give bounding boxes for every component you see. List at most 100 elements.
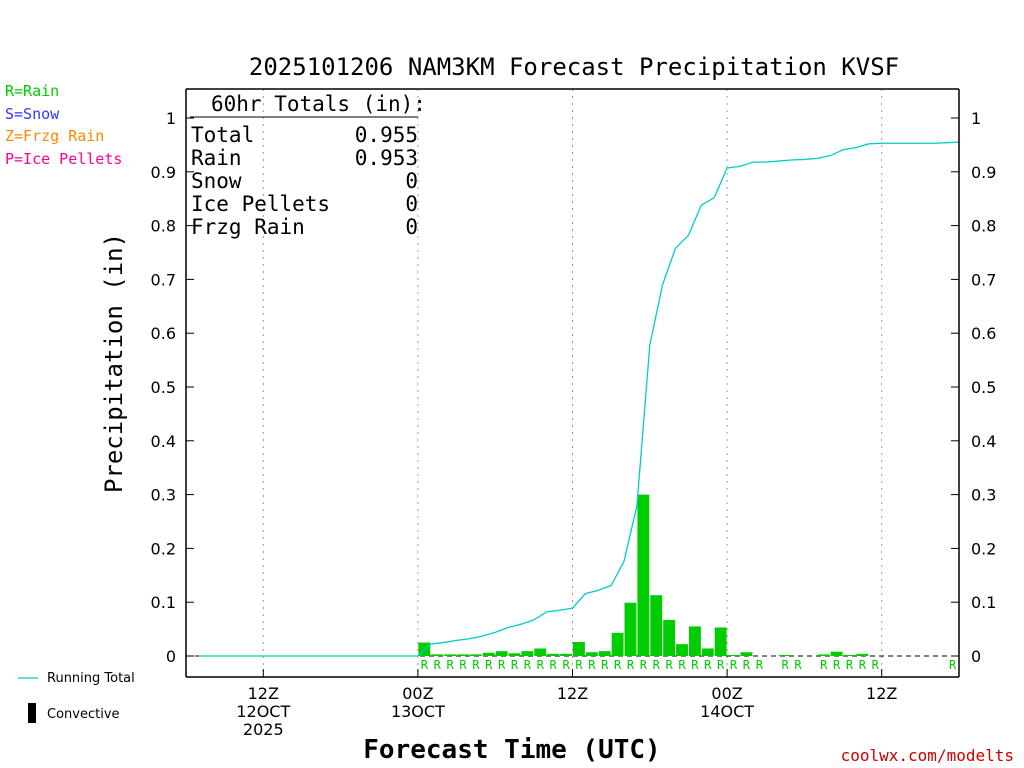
running-total-series	[198, 141, 960, 657]
precip-bar	[637, 494, 650, 656]
precip-type-mark: R	[833, 658, 841, 672]
legend-rain: R=Rain	[5, 82, 59, 100]
y-axis-label: Precipitation (in)	[100, 233, 128, 493]
precip-type-mark: R	[459, 658, 467, 672]
precip-bar	[779, 654, 792, 656]
precip-type-mark: R	[949, 658, 957, 672]
precip-type-mark: R	[756, 658, 764, 672]
convective-swatch	[28, 703, 36, 723]
precip-type-mark: R	[524, 658, 532, 672]
y-ticks: 0 00.1 0.10.2 0.20.3 0.30.4 0.40.5 0.50.6 0.60.…	[151, 109, 997, 666]
y-tick-label-right: 1	[971, 109, 981, 128]
credit-text: coolwx.com/modelts	[841, 746, 1014, 765]
x-tick-label: 12OCT	[236, 702, 290, 721]
totals-label-total: Total	[191, 123, 254, 147]
y-tick-label-left: 0.4	[151, 432, 176, 451]
precip-type-mark: R	[653, 658, 661, 672]
y-tick-label-left: 0.1	[151, 593, 176, 612]
precip-bar	[817, 654, 830, 656]
precip-bar	[727, 654, 740, 656]
y-tick-label-left: 0.7	[151, 270, 176, 289]
x-tick-label: 12Z	[248, 684, 279, 703]
precip-bar	[482, 652, 495, 656]
precip-type-mark: R	[550, 658, 558, 672]
y-tick-label-right: 0.6	[971, 324, 996, 343]
running-total-line	[198, 141, 960, 657]
precip-type-mark: R	[846, 658, 854, 672]
precip-type-mark: R	[794, 658, 802, 672]
y-tick-label-left: 0.9	[151, 163, 176, 182]
precip-type-mark: R	[588, 658, 596, 672]
bottom-legend: Running Total Convective	[18, 671, 135, 723]
totals-value-total: 0.955	[355, 123, 418, 147]
precip-type-mark: R	[575, 658, 583, 672]
precip-type-mark: R	[820, 658, 828, 672]
legend-ice-pellets: P=Ice Pellets	[5, 150, 122, 168]
precip-bar	[701, 648, 714, 656]
totals-value-rain: 0.953	[355, 146, 418, 170]
y-tick-label-right: 0.9	[971, 163, 996, 182]
precip-bar	[521, 651, 534, 656]
precip-bar	[611, 632, 624, 656]
y-tick-label-right: 0.2	[971, 539, 996, 558]
precip-type-mark: R	[704, 658, 712, 672]
precip-bar	[585, 652, 598, 656]
y-tick-label-right: 0.8	[971, 217, 996, 236]
precip-bar	[598, 651, 611, 656]
legend-frzg-rain: Z=Frzg Rain	[5, 127, 104, 145]
precip-type-mark: R	[601, 658, 609, 672]
precip-type-mark: R	[678, 658, 686, 672]
precip-bar	[547, 653, 560, 656]
y-tick-label-left: 0	[166, 647, 176, 666]
totals-header: 60hr Totals (in):	[211, 92, 426, 116]
precip-bar	[624, 602, 637, 656]
precip-bar	[843, 654, 856, 656]
precip-type-mark: R	[421, 658, 429, 672]
y-tick-label-right: 0.4	[971, 432, 996, 451]
y-tick-label-left: 0.8	[151, 217, 176, 236]
precip-type-mark: R	[562, 658, 570, 672]
totals-value-frzg-rain: 0	[405, 215, 418, 239]
precip-type-mark: R	[691, 658, 699, 672]
precip-bar	[714, 627, 727, 656]
grid-lines	[186, 89, 959, 677]
precip-bar	[830, 651, 843, 656]
totals-value-snow: 0	[405, 169, 418, 193]
precip-type-mark: R	[511, 658, 519, 672]
precip-bar	[663, 619, 676, 656]
precip-type-mark: R	[872, 658, 880, 672]
chart-title: 2025101206 NAM3KM Forecast Precipitation…	[249, 53, 899, 81]
precip-type-mark: R	[640, 658, 648, 672]
totals-label-ice-pellets: Ice Pellets	[191, 192, 330, 216]
precip-type-mark: R	[781, 658, 789, 672]
precip-bar	[856, 653, 869, 656]
y-tick-label-right: 0.3	[971, 486, 996, 505]
precip-bar	[650, 595, 663, 656]
precip-bar	[573, 642, 585, 656]
y-tick-label-right: 0.1	[971, 593, 996, 612]
precip-bar	[740, 652, 753, 656]
totals-label-rain: Rain	[191, 146, 242, 170]
precip-type-mark: R	[730, 658, 738, 672]
precip-type-mark: R	[485, 658, 493, 672]
precip-bar	[495, 651, 508, 656]
x-tick-label: 12Z	[557, 684, 588, 703]
precip-type-mark: R	[717, 658, 725, 672]
y-tick-label-right: 0	[971, 647, 981, 666]
x-tick-label: 00Z	[711, 684, 742, 703]
precip-type-mark: R	[537, 658, 545, 672]
precip-bar	[431, 654, 444, 656]
legend-snow: S=Snow	[5, 105, 60, 123]
precip-type-mark: R	[498, 658, 506, 672]
x-axis-label: Forecast Time (UTC)	[363, 735, 660, 765]
precip-type-mark: R	[434, 658, 442, 672]
precip-bar	[534, 648, 547, 656]
y-tick-label-right: 0.7	[971, 270, 996, 289]
bar-series	[418, 494, 869, 656]
precip-type-mark: R	[472, 658, 480, 672]
precip-type-mark: R	[627, 658, 635, 672]
precip-bar	[469, 654, 482, 656]
